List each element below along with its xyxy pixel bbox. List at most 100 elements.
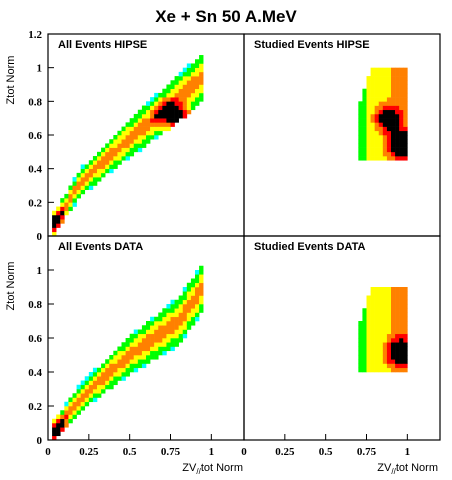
- heatmap-cell: [133, 122, 139, 127]
- heatmap-cell: [374, 139, 380, 144]
- heatmap-cell: [382, 325, 388, 330]
- heatmap-cell: [403, 333, 408, 339]
- heatmap-cell: [178, 316, 184, 322]
- x-axis-label-left: ZV//tot Norm: [182, 462, 243, 476]
- heatmap-cell: [80, 393, 86, 398]
- heatmap-cell: [386, 101, 392, 106]
- heatmap-cell: [382, 338, 388, 343]
- heatmap-cell: [133, 338, 139, 343]
- y-tick-label: 0: [37, 435, 43, 447]
- heatmap-cell: [125, 359, 130, 364]
- heatmap-cell: [178, 338, 184, 343]
- heatmap-cell: [366, 122, 371, 127]
- heatmap-cell: [88, 181, 94, 186]
- heatmap-cell: [146, 359, 151, 364]
- heatmap-cell: [358, 130, 363, 136]
- heatmap-cell: [166, 122, 171, 127]
- heatmap-cell: [362, 156, 367, 161]
- heatmap-cell: [186, 105, 192, 111]
- heatmap-cell: [129, 126, 135, 132]
- heatmap-cell: [178, 84, 184, 90]
- heatmap-cell: [186, 282, 192, 288]
- heatmap-cell: [370, 325, 375, 330]
- heatmap-cell: [399, 304, 404, 309]
- heatmap-cell: [378, 342, 384, 347]
- heatmap-cell: [386, 342, 392, 347]
- heatmap-cell: [378, 101, 384, 106]
- heatmap-cell: [399, 113, 404, 119]
- heatmap-cell: [170, 122, 175, 127]
- heatmap-cell: [88, 397, 94, 403]
- heatmap-cell: [399, 363, 404, 369]
- heatmap-cell: [166, 92, 171, 98]
- heatmap-cell: [378, 67, 384, 73]
- heatmap-cell: [158, 329, 163, 335]
- heatmap-cell: [166, 113, 171, 119]
- heatmap-cell: [366, 139, 371, 144]
- heatmap-cell: [370, 101, 375, 106]
- heatmap-cell: [386, 151, 392, 157]
- heatmap-cell: [386, 147, 392, 153]
- heatmap-cell: [88, 380, 94, 386]
- heatmap-cell: [154, 122, 159, 127]
- x-tick-label: 1: [209, 446, 215, 458]
- heatmap-cell: [366, 105, 371, 111]
- heatmap-cell: [105, 160, 110, 165]
- heatmap-cell: [105, 151, 110, 157]
- heatmap-cell: [366, 92, 371, 98]
- heatmap-cell: [378, 295, 384, 301]
- heatmap-cell: [97, 384, 102, 390]
- heatmap-cell: [137, 350, 143, 356]
- y-tick-label: 0.4: [28, 164, 42, 176]
- heatmap-cell: [386, 367, 392, 373]
- heatmap-cell: [395, 130, 400, 136]
- heatmap-cell: [121, 156, 126, 161]
- heatmap-cell: [146, 126, 151, 132]
- heatmap-cell: [117, 359, 122, 364]
- heatmap-cell: [382, 84, 388, 90]
- heatmap-cell: [137, 109, 143, 115]
- heatmap-cell: [121, 126, 126, 132]
- heatmap-cell: [358, 101, 363, 106]
- heatmap-cell: [391, 308, 396, 313]
- heatmap-cell: [137, 333, 143, 339]
- heatmap-cell: [150, 130, 155, 136]
- heatmap-cell: [382, 105, 388, 111]
- heatmap-cell: [146, 342, 151, 347]
- heatmap-cell: [186, 101, 192, 106]
- heatmap-cell: [52, 231, 57, 237]
- heatmap-cell: [92, 156, 98, 161]
- heatmap-cell: [366, 113, 371, 119]
- heatmap-cell: [92, 376, 98, 381]
- heatmap-cell: [105, 380, 110, 386]
- heatmap-cell: [399, 367, 404, 373]
- heatmap-cell: [391, 130, 396, 136]
- heatmap-cell: [403, 329, 408, 335]
- heatmap-cell: [374, 367, 380, 373]
- heatmap-cell: [374, 287, 380, 292]
- heatmap-cell: [150, 105, 155, 111]
- heatmap-cell: [395, 316, 400, 322]
- heatmap-cell: [109, 147, 114, 153]
- heatmap-cell: [370, 151, 375, 157]
- heatmap-cell: [162, 333, 167, 339]
- heatmap-cell: [395, 105, 400, 111]
- y-tick-label: 0.8: [28, 96, 42, 108]
- heatmap-cell: [101, 151, 106, 157]
- heatmap-cell: [395, 92, 400, 98]
- heatmap-cell: [162, 122, 167, 127]
- heatmap-cell: [133, 355, 139, 360]
- heatmap-cell: [399, 101, 404, 106]
- heatmap-cell: [395, 304, 400, 309]
- heatmap-cell: [374, 113, 380, 119]
- heatmap-cell: [366, 338, 371, 343]
- heatmap-cell: [358, 118, 363, 123]
- heatmap-cell: [182, 308, 188, 313]
- heatmap-cell: [92, 389, 98, 394]
- heatmap-cell: [190, 278, 196, 284]
- heatmap-cell: [399, 291, 404, 296]
- heatmap-cell: [174, 338, 179, 343]
- heatmap-cell: [378, 350, 384, 356]
- heatmap-cell: [170, 101, 175, 106]
